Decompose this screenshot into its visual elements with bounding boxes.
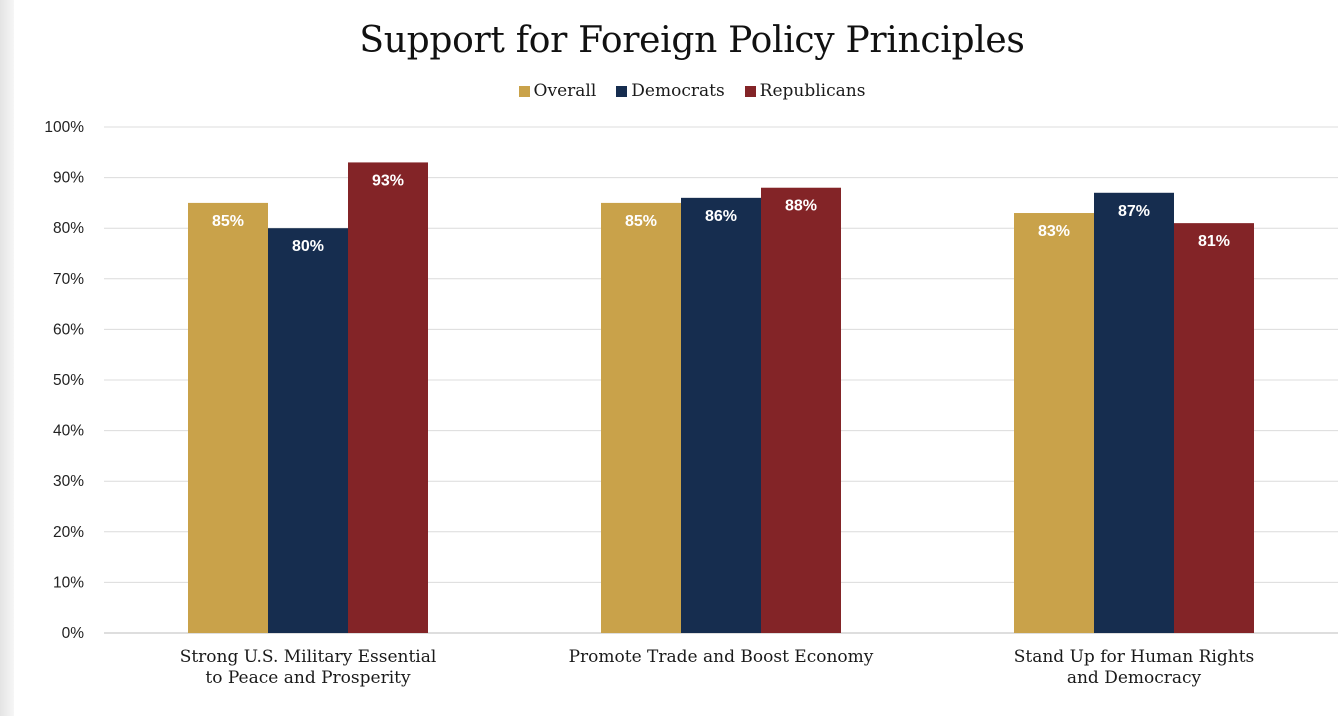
y-tick-label: 10% [53,574,84,591]
y-tick-label: 50% [53,372,84,389]
bar-republicans [1174,223,1254,633]
bar-republicans [761,187,841,633]
legend: Overall Democrats Republicans [0,81,1338,101]
bar-republicans [348,162,428,634]
y-axis-ticks: 0% 10% 20% 30% 40% 50% 60% 70% 80% 90% 100% [44,119,84,642]
legend-label-republicans: Republicans [759,81,866,101]
legend-swatch-overall [518,85,530,97]
y-tick-label: 80% [53,220,84,237]
legend-item-democrats: Democrats [616,81,725,101]
bar-overall [601,202,681,633]
data-label-republicans: 88% [785,198,817,215]
data-label-overall: 85% [212,213,244,230]
x-category-label: Stand Up for Human Rights and Democracy [1014,647,1255,688]
bar-overall [188,202,268,633]
y-tick-label: 0% [62,625,85,642]
chart-title: Support for Foreign Policy Principles [359,20,1025,61]
data-label-overall: 85% [625,213,657,230]
bars [188,162,1254,634]
legend-label-democrats: Democrats [631,81,725,101]
data-label-democrats: 80% [292,238,324,255]
legend-label-overall: Overall [533,81,597,101]
data-label-democrats: 86% [705,208,737,225]
bar-democrats [681,197,761,633]
legend-swatch-democrats [616,85,628,97]
bar-democrats [1094,192,1174,633]
x-category-label: Promote Trade and Boost Economy [569,647,874,667]
x-category-label: Strong U.S. Military Essential to Peace a… [180,647,437,688]
x-axis-categories: Strong U.S. Military Essential to Peace a… [180,647,1255,688]
left-edge-shadow [0,0,14,716]
data-label-overall: 83% [1038,223,1070,240]
y-tick-label: 20% [53,524,84,541]
legend-item-overall: Overall [518,81,597,101]
data-label-republicans: 81% [1198,233,1230,250]
legend-item-republicans: Republicans [744,81,866,101]
data-labels: 85% 85% 83% 80% 86% 87% 93% 88% 81% [212,172,1230,255]
y-tick-label: 40% [53,423,84,440]
y-tick-label: 70% [53,271,84,288]
data-label-republicans: 93% [372,172,404,189]
y-tick-label: 60% [53,321,84,338]
data-label-democrats: 87% [1118,203,1150,220]
bar-democrats [268,228,348,633]
y-tick-label: 30% [53,473,84,490]
y-tick-label: 100% [44,119,84,136]
legend-swatch-republicans [744,85,756,97]
y-tick-label: 90% [53,170,84,187]
bar-overall [1014,213,1094,633]
